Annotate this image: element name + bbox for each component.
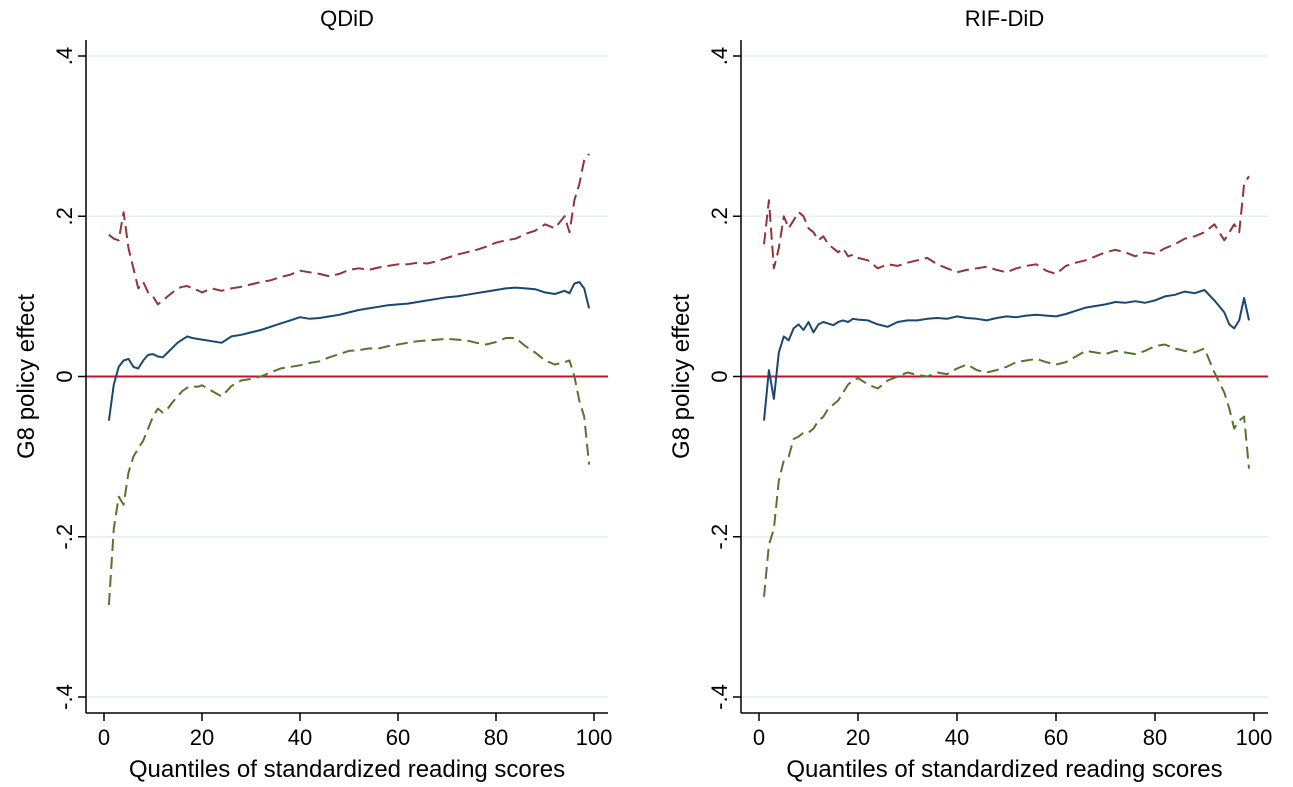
series-line-upper-ci (763, 175, 1250, 275)
y-tick-label: 0 (707, 370, 732, 382)
x-axis-label: Quantiles of standardized reading scores (786, 756, 1222, 783)
x-tick-label: 100 (576, 725, 613, 750)
series-line-estimate (107, 281, 591, 421)
y-tick-label: -.4 (52, 684, 77, 710)
y-axis-label: G8 policy effect (668, 294, 695, 459)
y-tick-label: .4 (707, 47, 732, 65)
x-tick-label: 60 (386, 725, 410, 750)
x-tick-label: 80 (484, 725, 508, 750)
chart-title: RIF-DiD (965, 6, 1044, 31)
x-tick-label: 20 (190, 725, 214, 750)
x-tick-label: 0 (753, 725, 765, 750)
series-line-lower-ci (107, 337, 591, 605)
y-tick-label: .2 (52, 207, 77, 225)
y-tick-label: -.2 (707, 524, 732, 550)
y-tick-label: .2 (707, 207, 732, 225)
x-tick-label: 40 (288, 725, 312, 750)
x-tick-label: 60 (1044, 725, 1068, 750)
series-line-lower-ci (763, 343, 1250, 597)
x-tick-label: 40 (945, 725, 969, 750)
y-tick-label: -.2 (52, 524, 77, 550)
y-tick-label: .4 (52, 47, 77, 65)
series-line-estimate (763, 289, 1250, 421)
x-tick-label: 80 (1143, 725, 1167, 750)
x-tick-label: 20 (846, 725, 870, 750)
panel-qdid: -.4 -.2 0 .2 .4 0 20 40 60 80 100 QDiD Quantiles of … (13, 6, 612, 783)
x-tick-label: 100 (1236, 725, 1273, 750)
x-axis-label: Quantiles of standardized reading scores (129, 756, 565, 783)
panel-rif-did: -.4 -.2 0 .2 .4 0 20 40 60 80 100 RIF-DiD Quantiles … (668, 6, 1272, 783)
y-tick-label: 0 (52, 370, 77, 382)
y-tick-label: -.4 (707, 684, 732, 710)
x-tick-label: 0 (98, 725, 110, 750)
chart-title: QDiD (320, 6, 374, 31)
series-line-upper-ci (108, 153, 590, 306)
y-axis-label: G8 policy effect (13, 294, 40, 459)
